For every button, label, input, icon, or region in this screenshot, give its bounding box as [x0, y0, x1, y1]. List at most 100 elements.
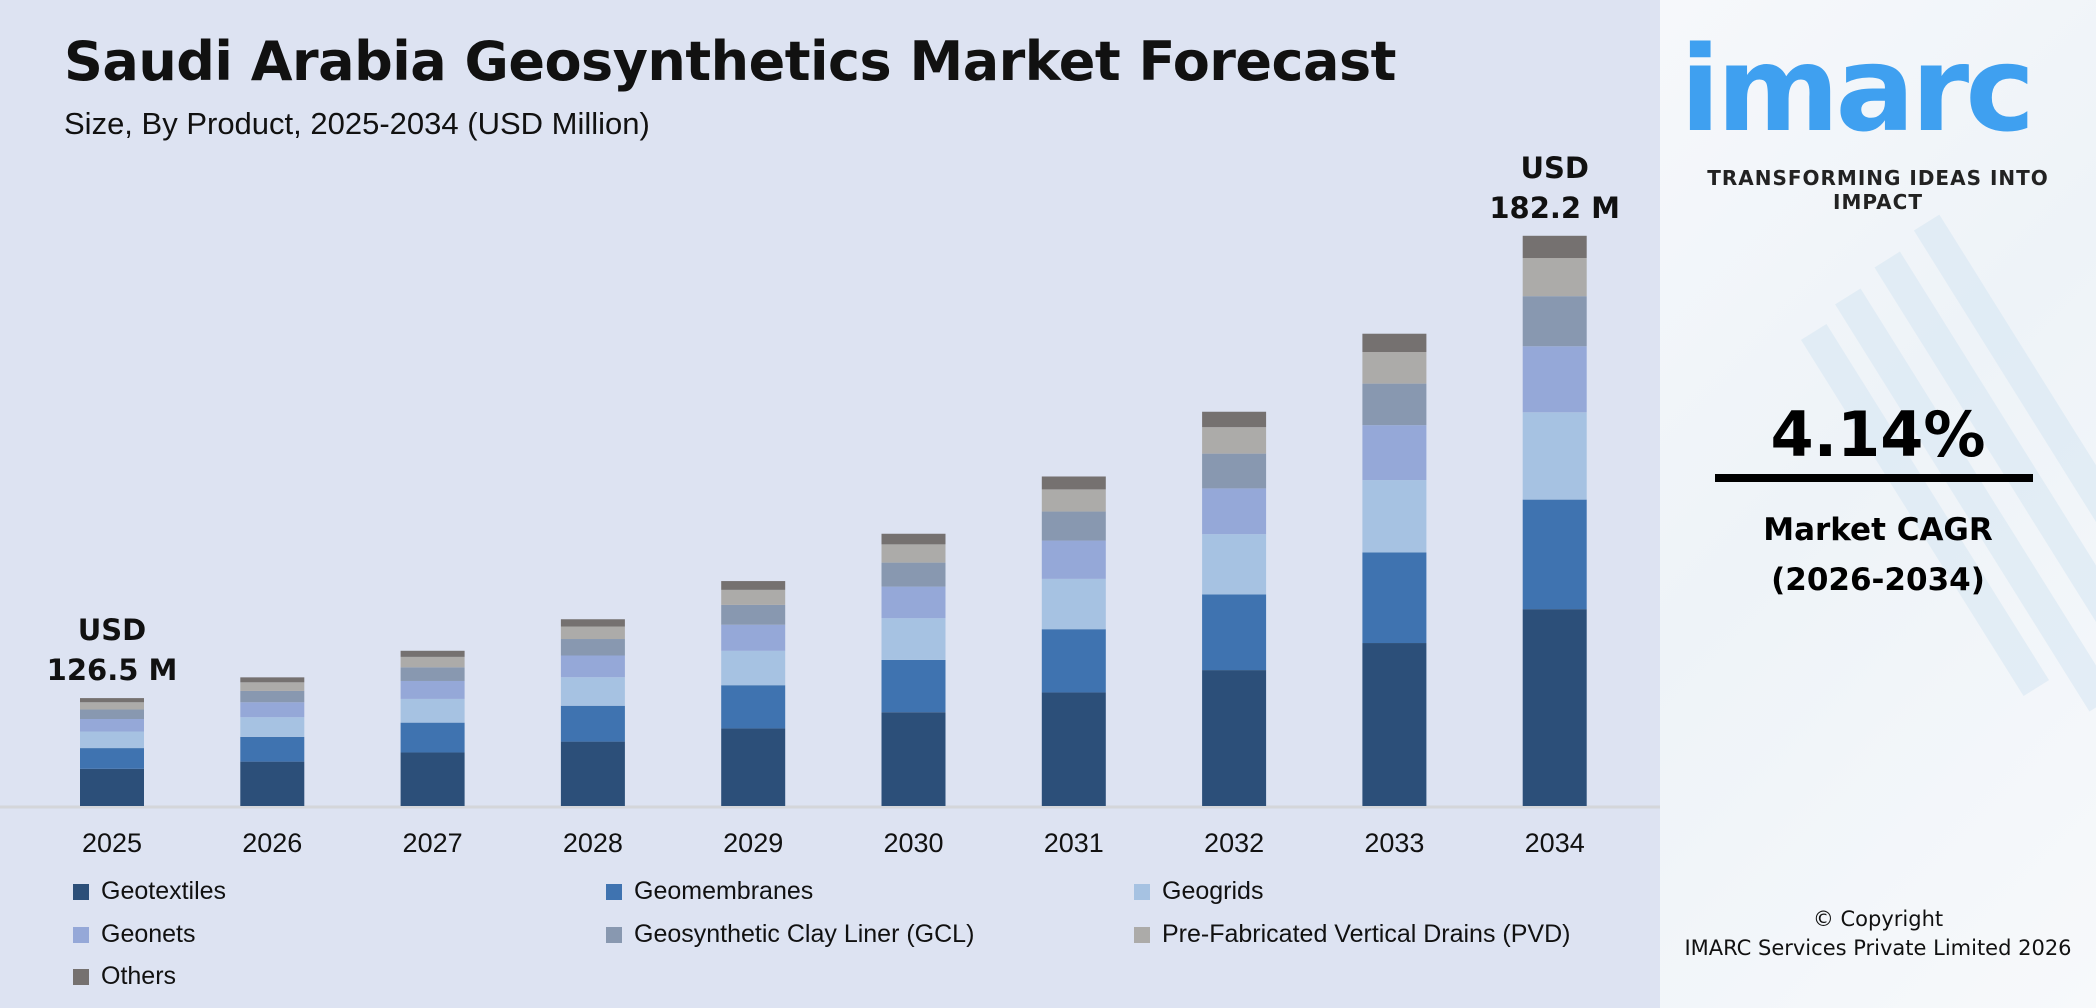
bar-segment-2029-6 [721, 581, 786, 590]
x-tick-label: 2033 [1364, 828, 1424, 858]
legend-item: Pre-Fabricated Vertical Drains (PVD) [1134, 920, 1570, 949]
bar-segment-2025-6 [80, 698, 144, 703]
bar-segment-2031-0 [1041, 692, 1106, 806]
bar-segment-2029-0 [721, 728, 786, 806]
legend-swatch [73, 968, 89, 985]
bar-segment-2030-4 [881, 562, 946, 587]
bar-segment-2032-2 [1202, 534, 1267, 595]
bar-segment-2034-4 [1522, 296, 1587, 347]
legend-item: Geonets [73, 920, 196, 949]
bar-segment-2032-1 [1202, 594, 1267, 671]
bar-segment-2033-0 [1362, 643, 1427, 806]
legend-item: Geogrids [1134, 877, 1263, 906]
bar-segment-2031-3 [1041, 540, 1106, 579]
bar-segment-2033-5 [1362, 352, 1427, 384]
bar-segment-2034-3 [1522, 346, 1587, 413]
bar-segment-2026-3 [240, 702, 305, 718]
bar-segment-2031-6 [1041, 476, 1106, 490]
x-tick-label: 2027 [403, 828, 463, 858]
bar-segment-2029-3 [721, 624, 786, 651]
bar-segment-2033-4 [1362, 383, 1427, 426]
bar-segment-2033-2 [1362, 480, 1427, 553]
info-panel: imarc TRANSFORMING IDEAS INTO IMPACT 4.1… [1660, 0, 2096, 1008]
legend-swatch [1134, 926, 1150, 943]
legend-label: Geogrids [1162, 877, 1264, 905]
bar-segment-2034-6 [1522, 235, 1587, 259]
bar-segment-2027-4 [400, 667, 465, 681]
x-tick-label: 2031 [1044, 828, 1104, 858]
legend-item: Others [73, 962, 176, 991]
legend-swatch [606, 926, 622, 943]
bar-segment-2028-1 [560, 705, 625, 742]
x-tick-label: 2025 [82, 828, 142, 858]
bar-segment-2025-5 [80, 702, 144, 710]
bar-segment-2028-2 [560, 677, 625, 706]
legend-item: Geosynthetic Clay Liner (GCL) [606, 920, 974, 949]
legend-label: Pre-Fabricated Vertical Drains (PVD) [1162, 920, 1571, 948]
bar-segment-2030-2 [881, 618, 946, 660]
legend-label: Others [101, 962, 177, 990]
bar-segment-2026-5 [240, 682, 305, 691]
bar-segment-2030-1 [881, 659, 946, 713]
bar-segment-2034-1 [1522, 499, 1587, 610]
stacked-bar-chart: 2025 USD 126.5 M 2026 2027 2028 2029 2030 2031 20… [0, 151, 1660, 858]
bar-segment-2032-0 [1202, 670, 1267, 806]
bar-segment-2026-2 [240, 717, 305, 737]
page-title: Saudi Arabia Geosynthetics Market Foreca… [64, 30, 1396, 93]
bar-segment-2026-4 [240, 690, 305, 703]
bar-segment-2027-6 [400, 650, 465, 657]
bar-segment-2030-5 [881, 544, 946, 563]
bar-segment-2031-1 [1041, 629, 1106, 693]
bar-segment-2029-5 [721, 589, 786, 605]
bar-segment-2029-2 [721, 650, 786, 686]
bar-segment-2033-3 [1362, 425, 1427, 481]
bar-segment-2026-1 [240, 736, 305, 762]
bar-segment-2029-1 [721, 685, 786, 729]
bar-segment-2028-3 [560, 655, 625, 678]
legend-label: Geonets [101, 920, 196, 948]
bar-segment-2030-6 [881, 533, 946, 545]
bar-segment-2028-4 [560, 639, 625, 656]
copyright: © Copyright IMARC Services Private Limit… [1660, 905, 2096, 963]
bar-segment-2031-2 [1041, 578, 1106, 630]
legend-swatch [73, 883, 89, 900]
legend-label: Geosynthetic Clay Liner (GCL) [634, 920, 975, 948]
copyright-line2: IMARC Services Private Limited 2026 [1684, 936, 2072, 960]
bar-segment-2028-5 [560, 626, 625, 640]
bar-segment-2027-0 [400, 752, 465, 806]
bar-segment-2032-5 [1202, 427, 1267, 454]
bar-segment-2032-6 [1202, 411, 1267, 428]
bar-segment-2025-2 [80, 731, 144, 749]
legend-swatch [73, 926, 89, 943]
bar-segment-2026-0 [240, 761, 305, 806]
bar-segment-2028-0 [560, 741, 625, 806]
legend-swatch [606, 883, 622, 900]
copyright-line1: © Copyright [1812, 907, 1944, 931]
cagr-label: Market CAGR (2026-2034) [1660, 505, 2096, 605]
total-label-currency: USD [1520, 151, 1589, 185]
bar-segment-2032-4 [1202, 453, 1267, 489]
bar-segment-2033-6 [1362, 333, 1427, 353]
total-label-currency: USD [78, 613, 147, 647]
x-tick-label: 2026 [242, 828, 302, 858]
cagr-label-line1: Market CAGR [1763, 512, 1993, 548]
imarc-logo: imarc [1680, 20, 2035, 158]
decorative-bar [1835, 288, 2096, 712]
total-label-value: 126.5 M [47, 653, 178, 687]
total-label-value: 182.2 M [1489, 191, 1620, 225]
cagr-value: 4.14% [1770, 398, 1986, 471]
cagr-divider [1715, 474, 2033, 482]
bar-segment-2027-1 [400, 722, 465, 753]
bar-segment-2027-5 [400, 656, 465, 668]
bar-segment-2034-2 [1522, 412, 1587, 500]
logo-tagline: TRANSFORMING IDEAS INTO IMPACT [1707, 166, 2049, 214]
bar-segment-2030-3 [881, 586, 946, 619]
bar-segment-2031-4 [1041, 511, 1106, 541]
cagr-label-line2: (2026-2034) [1771, 562, 1985, 598]
bar-segment-2034-5 [1522, 258, 1587, 297]
bar-segment-2034-0 [1522, 609, 1587, 806]
bar-segment-2027-3 [400, 680, 465, 699]
legend-swatch [1134, 883, 1150, 900]
bar-segment-2033-1 [1362, 552, 1427, 644]
legend-item: Geomembranes [606, 877, 813, 906]
